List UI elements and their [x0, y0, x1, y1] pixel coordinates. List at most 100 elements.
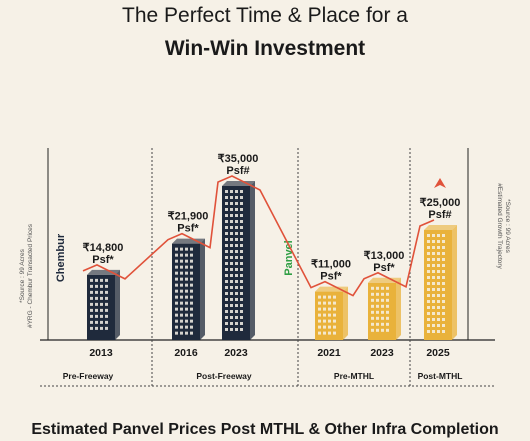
bar-chembur-2023-window	[230, 262, 233, 265]
bar-chembur-2013-window	[90, 284, 93, 288]
bar-chembur-2023-window	[230, 292, 233, 295]
bar-panvel-2023-window	[376, 304, 379, 308]
bar-chembur-2016-window	[180, 307, 183, 311]
bar-chembur-2023-window	[240, 304, 243, 307]
bar-chembur-2013-window	[90, 314, 93, 318]
bar-panvel-2025-window	[427, 312, 430, 315]
bar-chembur-2023-window	[235, 286, 238, 289]
bar-panvel-2025	[424, 225, 457, 340]
bar-panvel-2025-window	[427, 240, 430, 243]
bar-chembur-2023-window	[235, 256, 238, 259]
bar-panvel-2021-window	[318, 295, 321, 299]
bar-panvel-2025-window	[442, 282, 445, 285]
source-note-right-line1: *Source : 99 Acres	[504, 199, 511, 253]
bar-panvel-2023-window	[376, 286, 379, 290]
bar-chembur-2023-window	[235, 322, 238, 325]
bar-chembur-2023-window	[230, 298, 233, 301]
bar-chembur-2013-window	[105, 278, 108, 282]
bar-panvel-2025-window	[432, 306, 435, 309]
bar-chembur-2016-window	[190, 331, 193, 335]
bar-chembur-2023-window	[230, 220, 233, 223]
bar-panvel-2025-window	[437, 324, 440, 327]
source-note-right-line2: #Estimated Growth Trajectory	[496, 183, 503, 269]
bar-chembur-2016-window	[175, 271, 178, 275]
bar-chembur-2016-window	[175, 313, 178, 317]
bar-chembur-2013-window	[95, 314, 98, 318]
bar-panvel-2023-window	[376, 316, 379, 320]
bar-chembur-2023-window	[240, 232, 243, 235]
bar-chembur-2023-window	[235, 238, 238, 241]
bar-panvel-2025-window	[427, 294, 430, 297]
bar-chembur-2016-window	[180, 253, 183, 257]
bar-panvel-2025-window	[432, 330, 435, 333]
bar-chembur-2016-window	[175, 331, 178, 335]
bar-chembur-2016-window	[185, 277, 188, 281]
source-note-left: *Source : 99 Acres #YRG - Chembur Transa…	[19, 221, 35, 331]
bar-panvel-2025-window	[437, 288, 440, 291]
bar-chembur-2016-window	[175, 319, 178, 323]
bar-chembur-2023-window	[230, 256, 233, 259]
bar-panvel-2021-window	[323, 313, 326, 317]
bar-chembur-2013-window	[95, 290, 98, 294]
bar-panvel-2023-window	[381, 322, 384, 326]
bar-chembur-2023-window	[235, 304, 238, 307]
bar-chembur-2016-window	[175, 301, 178, 305]
bar-chembur-2023-window	[240, 322, 243, 325]
bar-chembur-2016-window	[185, 301, 188, 305]
source-note-left-line1: *Source : 99 Acres	[19, 249, 26, 303]
bar-chembur-2023-window	[225, 304, 228, 307]
bar-panvel-2021-window	[323, 307, 326, 311]
bar-panvel-2021-window	[328, 301, 331, 305]
bar-chembur-2023-window	[235, 262, 238, 265]
bar-panvel-2025-window	[437, 234, 440, 237]
data-label-unit: Psf*	[320, 271, 342, 283]
bar-panvel-2021-window	[333, 313, 336, 317]
bar-chembur-2016-window	[190, 247, 193, 251]
bar-chembur-2016-window	[185, 253, 188, 257]
chart-title-line1: The Perfect Time & Place for a	[122, 4, 408, 27]
bar-panvel-2025-window	[442, 294, 445, 297]
bar-chembur-2023-window	[225, 310, 228, 313]
x-tick-label: 2016	[174, 347, 198, 359]
bar-chembur-2013	[87, 269, 120, 340]
bar-panvel-2025-window	[432, 234, 435, 237]
bar-chembur-2016-window	[175, 283, 178, 287]
bar-panvel-2021-window	[333, 319, 336, 323]
bar-chembur-2016-window	[190, 301, 193, 305]
bar-panvel-2021-roof	[315, 286, 348, 292]
bar-chembur-2023-window	[225, 208, 228, 211]
x-tick-label: 2025	[426, 347, 450, 359]
period-label: Post-MTHL	[418, 371, 463, 381]
bar-chembur-2023-window	[235, 316, 238, 319]
bar-chembur-2023-window	[230, 214, 233, 217]
bar-chembur-2023-window	[240, 262, 243, 265]
bar-chembur-2023-window	[235, 328, 238, 331]
bar-chembur-2023-window	[225, 244, 228, 247]
bar-chembur-2016-window	[180, 295, 183, 299]
bar-chembur-2016-window	[180, 247, 183, 251]
bar-chembur-2023-window	[230, 286, 233, 289]
bar-chembur-2023	[222, 181, 255, 340]
bar-chembur-2013-window	[100, 326, 103, 330]
bar-chembur-2023-window	[240, 220, 243, 223]
bar-chembur-2013-window	[100, 308, 103, 312]
bar-chembur-2013-side	[115, 269, 120, 340]
bar-chembur-2016-window	[185, 319, 188, 323]
bar-panvel-2023-window	[376, 298, 379, 302]
bar-chembur-2013-window	[95, 320, 98, 324]
bar-chembur-2023-window	[240, 190, 243, 193]
bar-chembur-2023-window	[225, 298, 228, 301]
bar-panvel-2021-window	[328, 319, 331, 323]
bar-panvel-2021-window	[318, 301, 321, 305]
bar-panvel-2025-window	[432, 246, 435, 249]
bar-panvel-2023-window	[381, 316, 384, 320]
bar-chembur-2016-window	[180, 313, 183, 317]
bar-panvel-2023-window	[386, 328, 389, 332]
bar-panvel-2025-window	[442, 288, 445, 291]
bar-panvel-2025-window	[437, 330, 440, 333]
bar-panvel-2021-window	[328, 331, 331, 335]
bar-panvel-2025-window	[437, 246, 440, 249]
bar-chembur-2023-window	[240, 274, 243, 277]
chart-footer: Estimated Panvel Prices Post MTHL & Othe…	[31, 421, 499, 438]
bar-panvel-2025-window	[427, 300, 430, 303]
